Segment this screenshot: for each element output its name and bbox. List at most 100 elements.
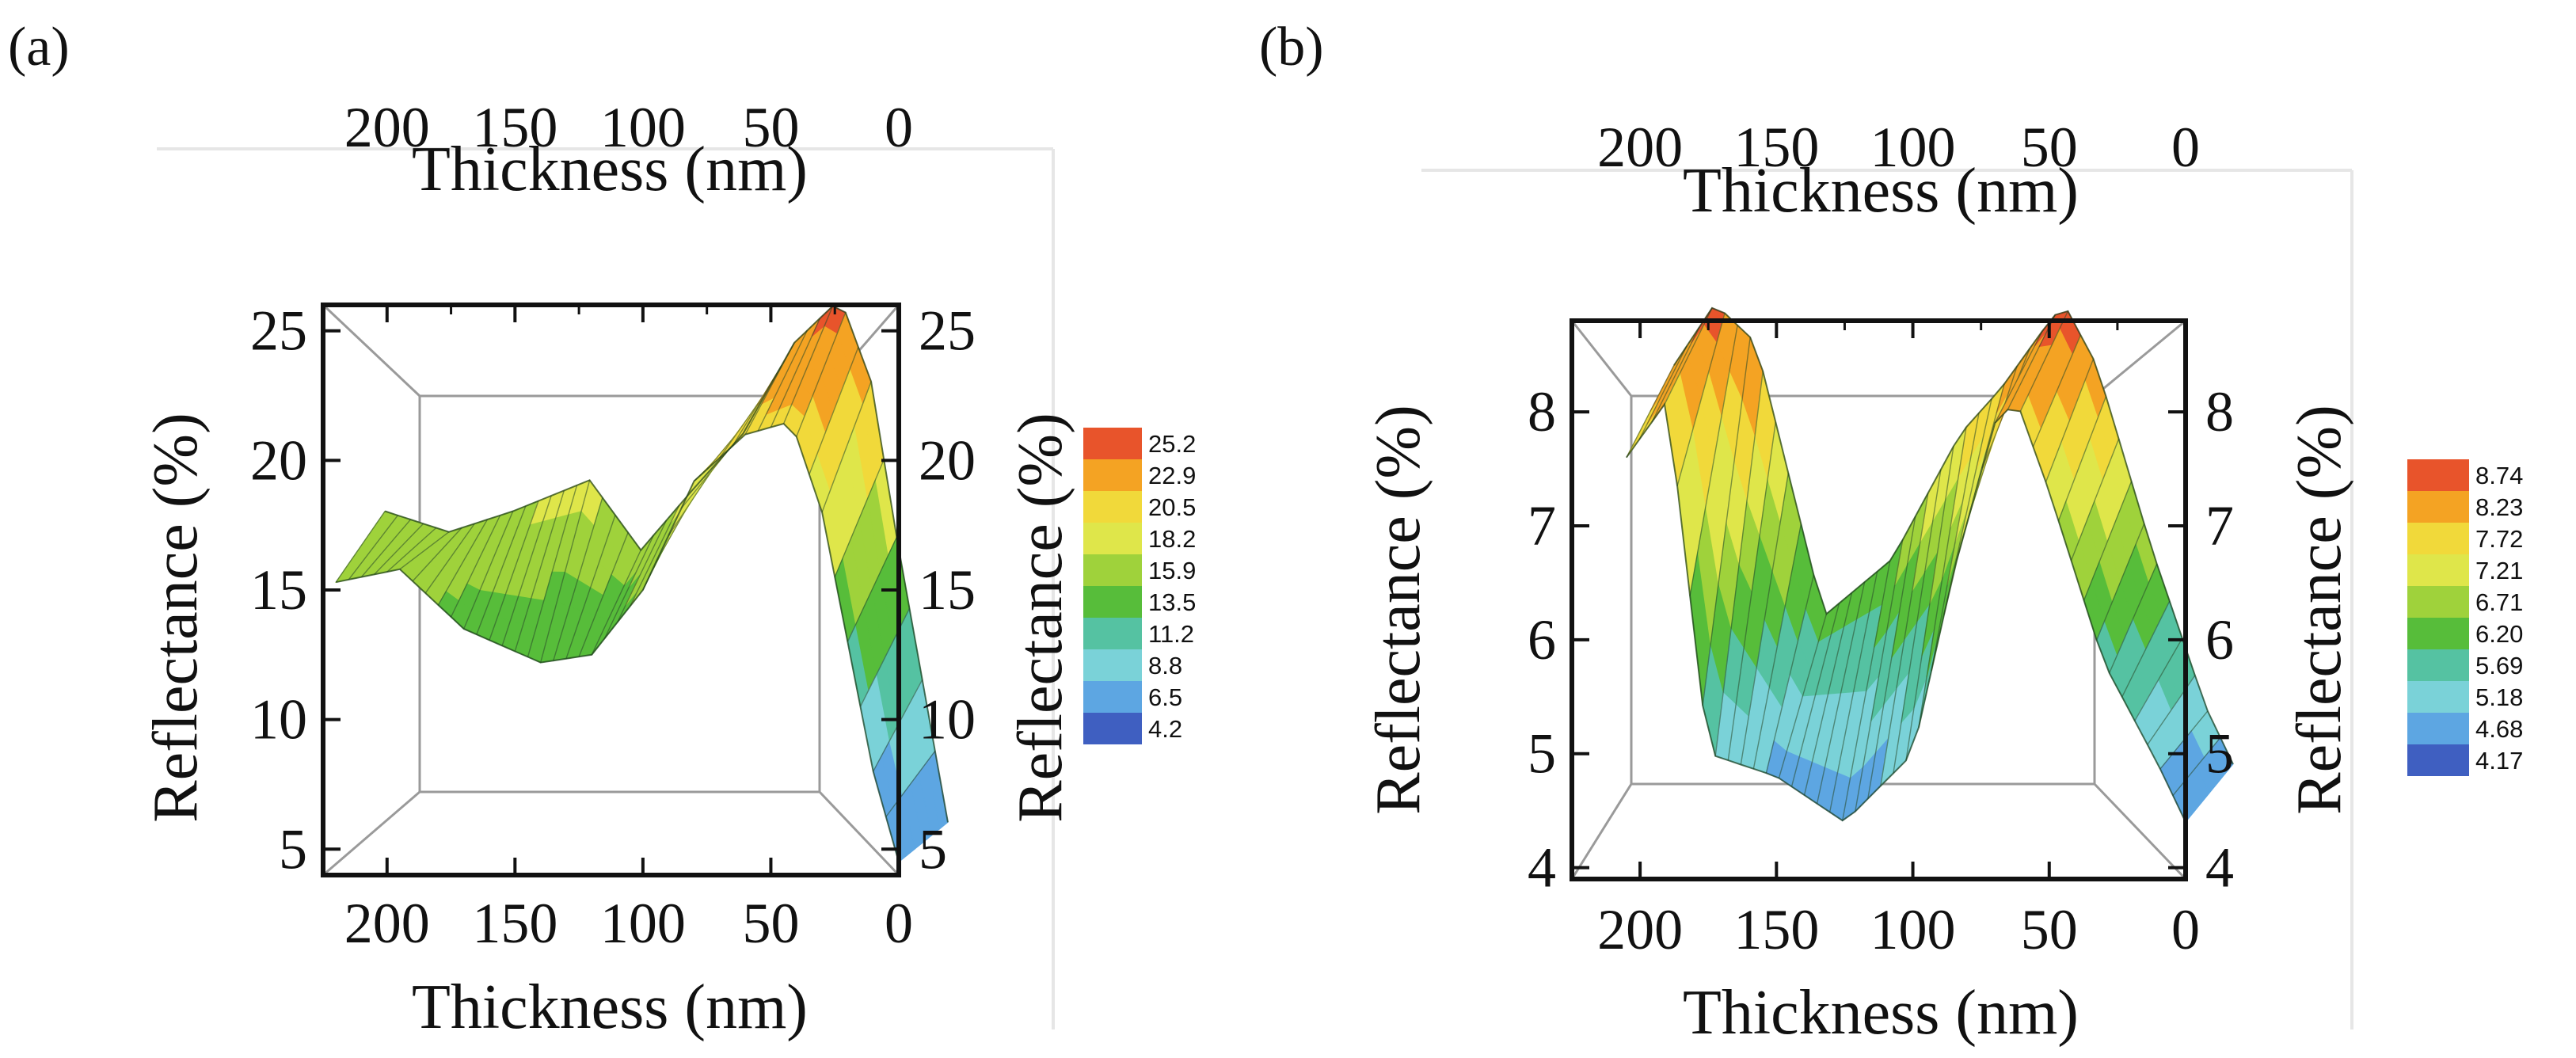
surface-mesh-line-b [1867, 516, 1916, 799]
x-tick-label-bottom-a: 150 [472, 892, 557, 955]
surface-mesh-line-b [1828, 571, 1878, 813]
x-tick-label-top-b: 200 [1597, 116, 1683, 179]
surface-mesh-line-a [437, 519, 489, 606]
surface-mesh-line-a [770, 318, 821, 428]
y-tick-label-left-b: 6 [1528, 608, 1556, 672]
surface-mesh-line-a [412, 527, 462, 582]
surface-mesh-line-a [757, 330, 808, 432]
surface-mesh-line-b [1651, 326, 1700, 423]
surface-mesh-line-a [489, 500, 539, 641]
x-tick-label-top-b: 150 [1733, 116, 1819, 179]
y-tick-label-left-a: 10 [250, 688, 307, 752]
surface-mesh-line-a [463, 511, 514, 630]
surface-mesh-line-b [1727, 421, 1776, 761]
surface-mesh-line-b [1855, 539, 1904, 812]
surface-mesh-line-b [2096, 523, 2145, 641]
legend-label-a: 6.5 [1148, 683, 1182, 711]
surface-mesh-line-a [348, 515, 398, 580]
ticks-a: 200 200 150 150 100 100 50 50 0 0 25 25 20 20 15 15 10 10… [250, 96, 976, 955]
y-tick-label-right-a: 25 [919, 299, 976, 363]
y-tick-label-right-b: 4 [2205, 836, 2234, 900]
surface-mesh-line-a [335, 511, 386, 583]
x-tick-label-top-b: 0 [2171, 116, 2200, 179]
surface-mesh-line-a [847, 536, 898, 642]
surface-mesh-line-b [2121, 600, 2171, 698]
surface-mesh-line-b [2045, 358, 2095, 483]
legend-swatch-a [1083, 649, 1142, 681]
legend-label-b: 8.23 [2475, 493, 2523, 521]
surface-mesh-line-b [1664, 307, 1713, 405]
surface-mesh-line-b [2019, 310, 2069, 412]
surface-mesh-line-a [796, 312, 847, 437]
surface-mesh-line-b [1893, 469, 1942, 774]
x-axis-title-bottom-b: Thickness (nm) [1683, 978, 2079, 1048]
y-axis-title-left-a: Reflectance (%) [141, 413, 211, 822]
surface-mesh-line-b [1994, 330, 2043, 424]
legend-swatch-b [2407, 649, 2469, 681]
y-tick-label-right-a: 15 [919, 558, 976, 622]
surface-mesh-line-a [539, 480, 591, 663]
surface-mesh-line-b [1638, 345, 1688, 440]
x-tick-label-bottom-b: 0 [2171, 898, 2200, 961]
chart-panel-a: (a) Thickness (nm) Thickness (nm) Reflec… [8, 17, 1196, 1042]
surface-mesh-line-a [527, 485, 578, 657]
legend-swatch-b [2407, 523, 2469, 554]
x-tick-label-top-a: 200 [344, 96, 430, 159]
chart-panel-b: (b) Thickness (nm) Thickness (nm) Reflec… [1259, 17, 2523, 1048]
legend-label-a: 15.9 [1148, 557, 1196, 584]
legend-label-b: 4.68 [2475, 715, 2523, 743]
x-tick-label-bottom-b: 50 [2021, 898, 2078, 961]
surface-mesh-line-b [1842, 561, 1891, 821]
surface-mesh-line-a [885, 750, 936, 817]
surface-mesh-line-a [553, 497, 603, 661]
legend-label-a: 25.2 [1148, 430, 1196, 458]
legend-swatch-a [1083, 523, 1142, 554]
x-tick-label-bottom-b: 100 [1870, 898, 1956, 961]
surface-mesh-line-b [1626, 365, 1675, 458]
legend-swatch-b [2407, 586, 2469, 618]
surface-mesh-line-b [1880, 493, 1929, 786]
surface-mesh-line-a [630, 504, 680, 607]
surface-mesh-line-b [1689, 325, 1738, 596]
legend-label-b: 7.72 [2475, 525, 2523, 553]
surface-mesh-line-a [476, 505, 527, 635]
surface-mesh-line-b [1676, 313, 1726, 487]
legend-label-a: 13.5 [1148, 588, 1196, 616]
x-tick-label-bottom-b: 200 [1597, 898, 1683, 961]
legend-label-a: 8.8 [1148, 652, 1182, 679]
legend-swatch-a [1083, 586, 1142, 618]
surface-mesh-line-a [809, 347, 859, 475]
x-tick-label-top-a: 150 [472, 96, 557, 159]
x-axis-title-top-a: Thickness (nm) [412, 135, 808, 204]
panel-label-a: (a) [8, 17, 70, 78]
legend-label-b: 6.20 [2475, 620, 2523, 648]
surface-mesh-line-b [1765, 574, 1815, 774]
legend-swatch-b [2407, 713, 2469, 744]
legend-swatch-b [2407, 491, 2469, 523]
surface-mesh-line-b [2032, 334, 2082, 447]
surface-mesh-line-b [1752, 523, 1802, 769]
surface-mesh-line-b [1790, 603, 1840, 787]
surface-mesh-line-a [782, 306, 834, 424]
legend-label-a: 4.2 [1148, 715, 1182, 743]
y-tick-label-right-b: 8 [2205, 380, 2234, 443]
surface-mesh-line-b [2109, 563, 2158, 674]
legend-label-b: 8.74 [2475, 462, 2523, 489]
x-tick-label-bottom-a: 200 [344, 892, 430, 955]
x-tick-label-bottom-a: 100 [600, 892, 686, 955]
surface-mesh-line-b [2007, 314, 2056, 410]
surface-mesh-line-b [1740, 473, 1790, 765]
surface-front-edge-a [335, 422, 900, 862]
surface-mesh-line-b [1816, 581, 1866, 804]
legend-label-b: 4.17 [2475, 747, 2523, 774]
surface-mesh-line-a [501, 495, 552, 646]
surface-mesh-line-a [360, 519, 411, 578]
y-tick-label-left-a: 20 [250, 428, 307, 492]
surface-mesh-line-a [514, 490, 565, 652]
surface-mesh-line-b [1918, 427, 1967, 728]
surface-mesh-line-a [591, 550, 641, 656]
legend-label-b: 5.18 [2475, 683, 2523, 711]
y-tick-label-right-b: 6 [2205, 608, 2234, 672]
surface-mesh-line-a [450, 515, 501, 618]
